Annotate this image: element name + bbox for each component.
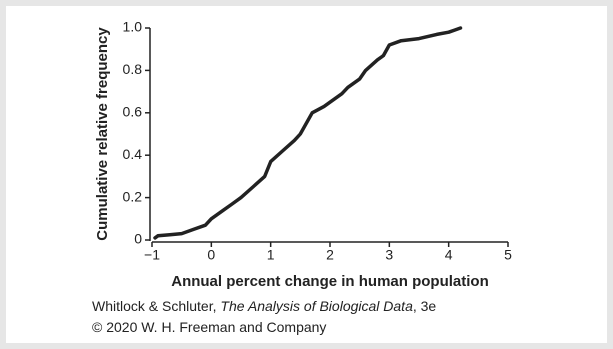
panel	[6, 6, 607, 343]
citation: Whitlock & Schluter, The Analysis of Bio…	[92, 296, 436, 317]
caption: Whitlock & Schluter, The Analysis of Bio…	[92, 296, 436, 338]
x-tick-label: 1	[267, 247, 275, 263]
y-tick-label: 0.6	[123, 104, 143, 120]
y-axis-label: Cumulative relative frequency	[94, 27, 111, 241]
x-tick-label: 4	[445, 247, 453, 263]
x-tick-label: −1	[144, 247, 160, 263]
y-tick-label: 0.2	[123, 188, 143, 204]
edition: , 3e	[412, 298, 437, 314]
y-tick-label: 0.4	[123, 146, 143, 162]
x-axis-label: Annual percent change in human populatio…	[171, 273, 489, 290]
x-tick-label: 0	[207, 247, 215, 263]
x-tick-label: 3	[385, 247, 393, 263]
copyright: © 2020 W. H. Freeman and Company	[92, 319, 327, 335]
book-title: The Analysis of Biological Data	[220, 298, 413, 314]
x-tick-label: 5	[504, 247, 512, 263]
x-tick-label: 2	[326, 247, 334, 263]
cumulative-line	[153, 26, 463, 240]
y-tick-label: 0.8	[123, 61, 143, 77]
authors: Whitlock & Schluter,	[92, 298, 221, 314]
y-tick-label: 0	[134, 231, 142, 247]
y-tick-label: 1.0	[123, 19, 143, 35]
